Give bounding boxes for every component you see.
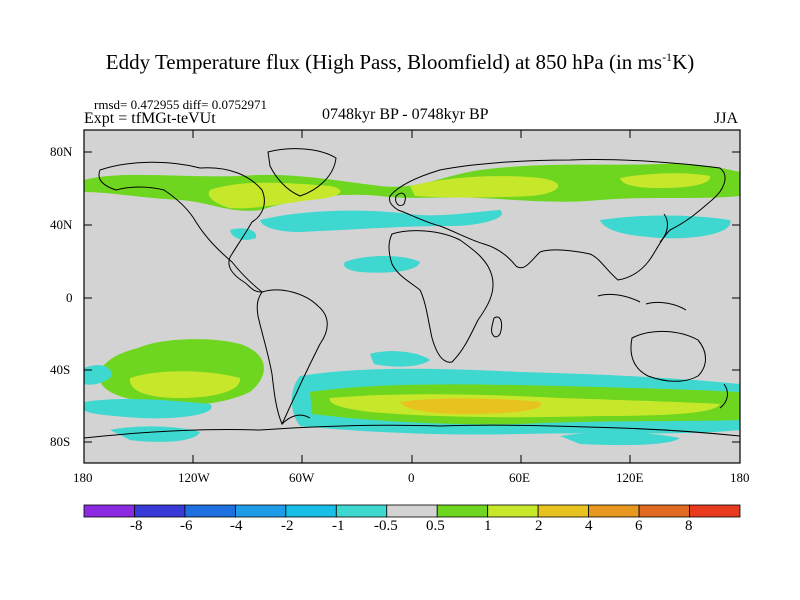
anomaly-atlantic-cyan xyxy=(260,210,502,232)
lon-label: 60W xyxy=(289,470,315,485)
colorbar-label: -8 xyxy=(130,518,143,534)
colorbar-swatch xyxy=(234,504,287,518)
anomaly-tropical-cyan xyxy=(344,256,420,273)
colorbar-swatch xyxy=(689,504,741,518)
anomaly-ant-cyan2 xyxy=(560,432,680,446)
anomaly-sp-cyan2 xyxy=(84,398,212,419)
coast-south-america xyxy=(256,289,328,426)
anomaly-small-cyan xyxy=(230,228,257,240)
season-label: JJA xyxy=(714,110,739,127)
lat-label: 80S xyxy=(50,434,71,449)
anomaly-so-orange xyxy=(400,398,542,414)
anomaly-eurasia-yellow xyxy=(410,176,559,198)
lat-label: 40N xyxy=(50,217,73,232)
axis-ticks xyxy=(84,130,740,463)
coast-indonesia xyxy=(597,293,687,311)
coast-africa xyxy=(388,230,494,363)
coast-antarctic-peninsula xyxy=(281,414,311,425)
anomaly-fields xyxy=(84,163,740,446)
colorbar-swatch xyxy=(638,504,690,518)
colorbar-label: 6 xyxy=(635,518,643,534)
coast-newzealand xyxy=(719,383,728,409)
lon-label: 60E xyxy=(509,470,530,485)
colorbar-swatch xyxy=(588,504,640,518)
anomaly-atl-cyan xyxy=(370,351,430,367)
coastlines xyxy=(84,148,740,439)
colorbar xyxy=(83,504,741,518)
colorbar-label: -0.5 xyxy=(374,518,398,534)
anomaly-pacific-cyan xyxy=(600,215,731,239)
lon-label: 120W xyxy=(178,470,210,485)
colorbar-swatch xyxy=(134,504,186,518)
colorbar-label: 1 xyxy=(484,518,492,534)
anomaly-pacific-yellow xyxy=(620,173,711,188)
colorbar-swatch xyxy=(335,504,388,518)
anomaly-nh-yellow xyxy=(208,182,341,209)
coast-antarctica xyxy=(84,424,740,439)
coast-uk xyxy=(395,192,406,207)
coast-north-america xyxy=(98,161,265,293)
colorbar-swatch xyxy=(537,504,590,518)
colorbar-label: 4 xyxy=(585,518,593,534)
colorbar-label: 2 xyxy=(535,518,543,534)
colorbar-label: -6 xyxy=(180,518,193,534)
map-title: Eddy Temperature flux (High Pass, Bloomf… xyxy=(105,50,695,74)
experiment-label: Expt = tfMGt-teVUt xyxy=(84,110,216,127)
colorbar-label: -2 xyxy=(281,518,294,534)
colorbar-swatch xyxy=(285,504,337,518)
lat-label: 0 xyxy=(66,290,73,305)
lat-label: 40S xyxy=(50,362,71,377)
coast-europe-asia xyxy=(389,158,726,281)
colorbar-swatch xyxy=(83,504,135,518)
colorbar-swatch xyxy=(184,504,236,518)
stats-label: rmsd= 0.472955 diff= 0.0752971 xyxy=(94,97,267,112)
colorbar-label: 8 xyxy=(685,518,693,534)
colorbar-swatch xyxy=(436,504,489,518)
coast-japan xyxy=(659,213,668,243)
colorbar-label: -1 xyxy=(332,518,345,534)
coast-australia xyxy=(630,330,706,382)
anomaly-sp-yellow xyxy=(129,371,241,398)
coast-greenland xyxy=(267,148,337,197)
lat-label: 80N xyxy=(50,144,73,159)
lon-label: 180 xyxy=(730,470,750,485)
period-label: 0748kyr BP - 0748kyr BP xyxy=(322,106,489,123)
colorbar-swatch xyxy=(487,504,539,518)
lon-label: 180 xyxy=(73,470,93,485)
colorbar-label: -4 xyxy=(230,518,243,534)
colorbar-label: 0.5 xyxy=(426,518,445,534)
lon-label: 0 xyxy=(408,470,415,485)
colorbar-swatch xyxy=(386,504,438,518)
coast-madagascar xyxy=(491,316,503,338)
lon-label: 120E xyxy=(616,470,644,485)
